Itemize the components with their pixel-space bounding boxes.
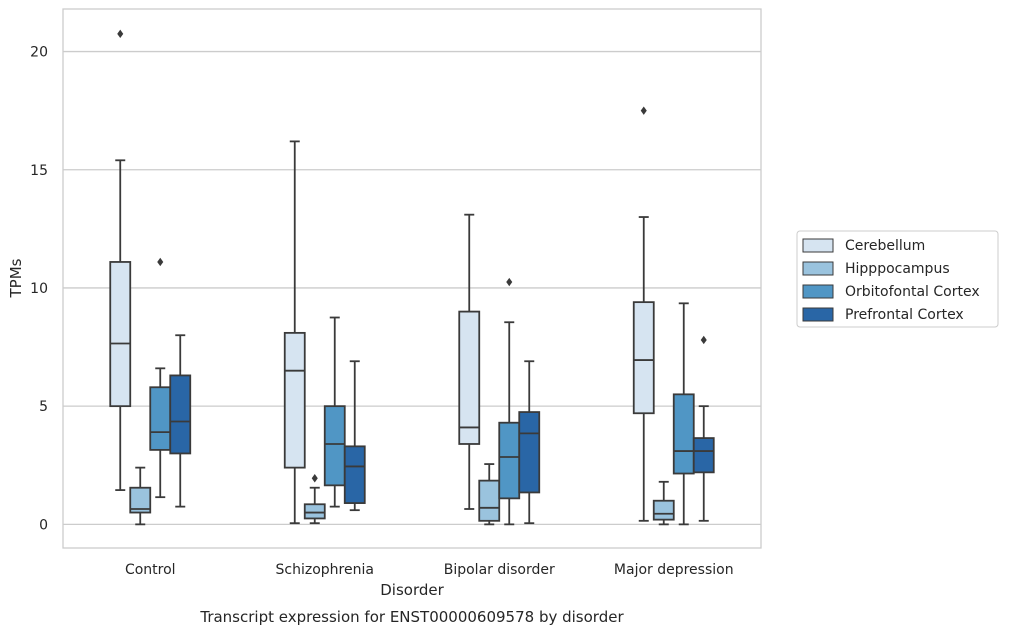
box-body (692, 437, 715, 474)
legend-label: Cerebellum (845, 238, 925, 254)
box-body (169, 374, 192, 455)
y-tick-label: 5 (39, 399, 48, 415)
box-cerebellum (458, 213, 481, 510)
y-tick-label: 0 (39, 517, 48, 533)
box-prefrontal-cortex (692, 335, 715, 522)
box-body (109, 261, 132, 408)
box-prefrontal-cortex (518, 360, 541, 525)
legend-label: Orbitofontal Cortex (845, 284, 980, 300)
box-body (518, 411, 541, 494)
box-body (303, 503, 326, 520)
box-prefrontal-cortex (169, 334, 192, 508)
box-hipppocampus (652, 480, 675, 526)
grid-lines (63, 50, 761, 526)
legend-swatch (802, 307, 834, 322)
box-body (458, 310, 481, 445)
box-hipppocampus (129, 466, 152, 526)
box-body (323, 405, 346, 487)
box-orbitofontal-cortex (323, 316, 346, 508)
outlier-point (506, 277, 513, 287)
box-cerebellum (632, 106, 655, 522)
y-tick-labels: 0 5 10 15 20 (30, 45, 48, 534)
y-tick-label: 15 (30, 163, 48, 179)
x-tick-label: Major depression (614, 562, 734, 578)
outlier-point (311, 474, 318, 483)
box-body (283, 331, 306, 469)
chart-caption: Transcript expression for ENST0000060957… (199, 608, 624, 626)
legend-swatch (802, 238, 834, 253)
box-body (343, 445, 366, 504)
legend-items: Cerebellum Hipppocampus Orbitofontal Corte… (802, 238, 980, 323)
box-body (129, 486, 152, 514)
y-axis-label: TPMs (7, 258, 25, 298)
legend-swatch (802, 261, 834, 276)
outlier-point (700, 335, 707, 345)
box-prefrontal-cortex (343, 360, 366, 512)
box-orbitofontal-cortex (672, 302, 695, 526)
box-hipppocampus (303, 474, 326, 525)
legend-frame (796, 230, 999, 328)
box-body (478, 479, 501, 522)
box-cerebellum (283, 140, 306, 525)
box-hipppocampus (478, 463, 501, 526)
y-tick-label: 10 (30, 281, 48, 297)
box-orbitofontal-cortex (149, 257, 172, 499)
box-body (498, 421, 521, 500)
x-tick-label: Schizophrenia (276, 562, 374, 578)
x-tick-label: Control (125, 562, 176, 578)
x-tick-label: Bipolar disorder (444, 562, 555, 578)
box-body (652, 499, 675, 521)
plot-frame (62, 8, 762, 549)
box-body (149, 386, 172, 451)
y-tick-label: 20 (30, 45, 48, 61)
x-axis-label: Disorder (380, 581, 444, 599)
outlier-point (640, 106, 647, 115)
legend-swatch (802, 284, 834, 299)
box-cerebellum (109, 29, 132, 491)
legend: Cerebellum Hipppocampus Orbitofontal Corte… (796, 230, 999, 328)
outlier-point (117, 29, 124, 39)
x-tick-labels: Control Schizophrenia Bipolar disorder Majo… (125, 562, 734, 578)
box-body (632, 301, 655, 415)
box-layer (109, 29, 715, 526)
box-orbitofontal-cortex (498, 277, 521, 526)
outlier-point (157, 257, 164, 267)
legend-label: Hipppocampus (845, 261, 950, 277)
box-body (672, 393, 695, 475)
legend-label: Prefrontal Cortex (845, 307, 964, 323)
